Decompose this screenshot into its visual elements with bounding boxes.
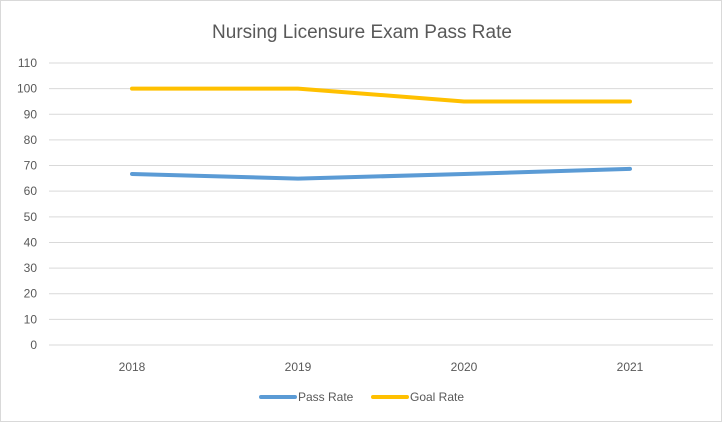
- series-line-pass-rate: [132, 169, 630, 179]
- y-tick-label: 20: [24, 287, 38, 301]
- legend-label: Pass Rate: [298, 390, 354, 404]
- legend-label: Goal Rate: [410, 390, 464, 404]
- x-axis-tick-labels: 2018 2019 2020 2021: [119, 360, 644, 374]
- y-tick-label: 30: [24, 261, 38, 275]
- y-tick-label: 40: [24, 235, 38, 249]
- y-tick-label: 90: [24, 107, 38, 121]
- gridlines: [49, 63, 713, 345]
- x-tick-label: 2018: [119, 360, 146, 374]
- x-tick-label: 2020: [451, 360, 478, 374]
- y-tick-label: 110: [18, 56, 37, 70]
- series-line-goal-rate: [132, 89, 630, 102]
- y-tick-label: 0: [30, 338, 37, 352]
- y-tick-label: 80: [24, 133, 38, 147]
- y-tick-label: 10: [24, 312, 38, 326]
- chart-title: Nursing Licensure Exam Pass Rate: [212, 22, 512, 43]
- x-tick-label: 2021: [617, 360, 644, 374]
- y-tick-label: 100: [17, 82, 37, 96]
- y-tick-label: 50: [24, 210, 38, 224]
- y-tick-label: 70: [24, 159, 38, 173]
- y-axis-tick-labels: 0 10 20 30 40 50 60 70 80 90 100 110: [17, 56, 37, 352]
- y-tick-label: 60: [24, 184, 38, 198]
- legend: Pass Rate Goal Rate: [261, 390, 464, 404]
- x-tick-label: 2019: [285, 360, 312, 374]
